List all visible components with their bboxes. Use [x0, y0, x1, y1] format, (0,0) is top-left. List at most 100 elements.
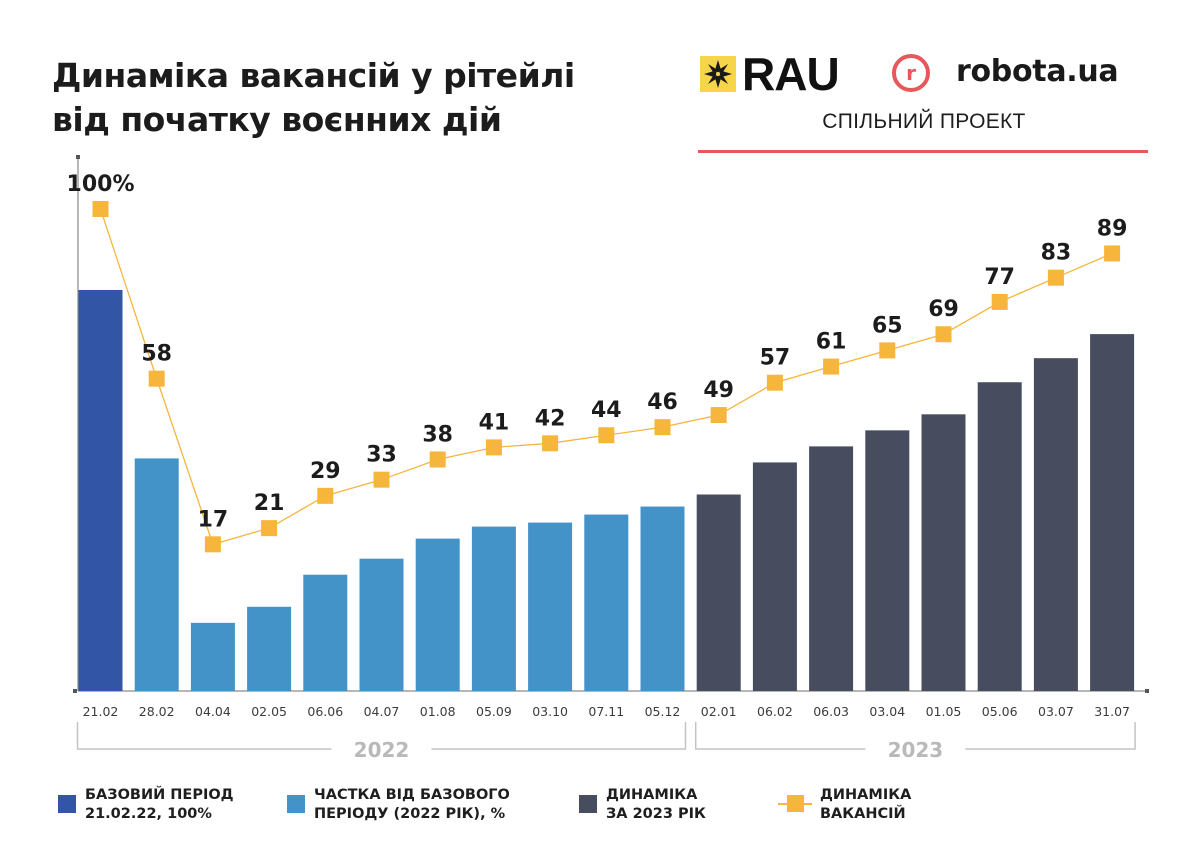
- data-label: 58: [141, 342, 172, 367]
- marker-01.05: [935, 326, 952, 343]
- x-tick-label: 03.04: [869, 704, 905, 719]
- data-label: 29: [310, 459, 341, 484]
- bar-02.01: [696, 494, 741, 691]
- data-label: 65: [872, 313, 903, 338]
- bar-01.08: [415, 538, 460, 691]
- bar-06.03: [809, 446, 854, 691]
- data-label: 42: [535, 406, 566, 431]
- marker-05.12: [654, 419, 671, 436]
- x-tick-label: 03.10: [532, 704, 568, 719]
- logos-block: RAU r robota.ua СПІЛЬНИЙ ПРОЕКТ: [698, 48, 1150, 160]
- legend-swatch: [778, 795, 812, 813]
- bar-06.06: [303, 574, 348, 691]
- x-tick-label: 05.06: [982, 704, 1018, 719]
- year-brackets: 2022 2023: [76, 722, 1136, 762]
- bar-21.02: [78, 290, 123, 691]
- x-tick-label: 28.02: [139, 704, 175, 719]
- data-label: 89: [1097, 216, 1128, 241]
- legend-swatch: [287, 795, 305, 813]
- title-line-1: Динаміка вакансій у рітейлі: [52, 56, 575, 95]
- bar-03.04: [865, 430, 910, 691]
- marker-31.07: [1104, 245, 1121, 262]
- x-tick-label: 21.02: [83, 704, 119, 719]
- legend-label: ЧАСТКА ВІД БАЗОВОГО ПЕРІОДУ (2022 РІК), …: [314, 787, 510, 822]
- x-tick-label: 06.02: [757, 704, 793, 719]
- marker-05.06: [991, 293, 1008, 310]
- chart-title: Динаміка вакансій у рітейлі від початку …: [52, 54, 575, 142]
- robota-logo-text: robota.ua: [956, 54, 1119, 89]
- data-label: 61: [816, 330, 847, 355]
- year-bracket-right: [965, 722, 1136, 750]
- x-tick-label: 05.09: [476, 704, 512, 719]
- title-line-2: від початку воєнних дій: [52, 100, 502, 139]
- marker-03.07: [1047, 269, 1064, 286]
- data-label: 83: [1041, 241, 1072, 266]
- joint-project-subtitle: СПІЛЬНИЙ ПРОЕКТ: [822, 110, 1026, 133]
- year-bracket-left: [76, 722, 332, 750]
- marker-28.02: [148, 370, 165, 387]
- x-tick-label: 07.11: [588, 704, 624, 719]
- marker-07.11: [598, 427, 615, 444]
- bar-05.09: [471, 526, 516, 691]
- bar-07.11: [584, 514, 629, 691]
- marker-04.07: [373, 471, 390, 488]
- x-tick-label: 06.06: [307, 704, 343, 719]
- x-tick-label: 02.01: [701, 704, 737, 719]
- data-label: 44: [591, 398, 622, 423]
- marker-06.02: [766, 374, 783, 391]
- data-label: 69: [928, 297, 959, 322]
- x-tick-label: 04.07: [364, 704, 400, 719]
- bar-05.06: [977, 382, 1022, 691]
- x-tick-label: 03.07: [1038, 704, 1074, 719]
- data-label: 17: [198, 507, 229, 532]
- bar-31.07: [1090, 334, 1135, 691]
- bar-02.05: [247, 606, 292, 691]
- x-tick-label: 01.08: [420, 704, 456, 719]
- y-axis-end-marker: [76, 155, 80, 159]
- legend-swatch: [58, 795, 76, 813]
- year-bracket-left: [694, 722, 866, 750]
- x-tick-label: 06.03: [813, 704, 849, 719]
- marker-05.09: [485, 439, 502, 456]
- origin-marker: [73, 689, 77, 693]
- legend-label: БАЗОВИЙ ПЕРІОД 21.02.22, 100%: [85, 787, 234, 822]
- marker-21.02: [92, 201, 109, 217]
- year-bracket-right: [431, 722, 687, 750]
- bar-28.02: [134, 458, 179, 691]
- x-axis-end-marker: [1145, 689, 1149, 693]
- bar-01.05: [921, 414, 966, 691]
- marker-04.04: [204, 536, 221, 553]
- data-label: 21: [254, 491, 285, 516]
- legend-swatch: [579, 795, 597, 813]
- data-label: 38: [422, 422, 453, 447]
- x-tick-label: 02.05: [251, 704, 287, 719]
- robota-r-icon: r: [891, 53, 930, 92]
- legend-item-dyn2023: ДИНАМІКА ЗА 2023 РІК: [579, 786, 706, 826]
- marker-03.04: [879, 342, 896, 359]
- svg-text:r: r: [906, 61, 916, 85]
- marker-06.06: [317, 487, 334, 504]
- header-divider: [698, 150, 1148, 153]
- data-label: 49: [703, 378, 734, 403]
- legend-item-base: БАЗОВИЙ ПЕРІОД 21.02.22, 100%: [58, 786, 234, 826]
- bar-03.10: [528, 522, 573, 691]
- legend-label: ДИНАМІКА ВАКАНСІЙ: [820, 787, 912, 822]
- data-label: 33: [366, 443, 397, 468]
- x-tick-label: 04.04: [195, 704, 231, 719]
- legend-item-line: ДИНАМІКА ВАКАНСІЙ: [778, 786, 911, 826]
- bar-06.02: [752, 462, 797, 691]
- data-label: 100%: [67, 172, 135, 197]
- data-label: 46: [647, 390, 678, 415]
- legend-item-share2022: ЧАСТКА ВІД БАЗОВОГО ПЕРІОДУ (2022 РІК), …: [287, 786, 510, 826]
- year-label: 2023: [888, 738, 944, 762]
- rau-logo-text: RAU: [742, 48, 840, 100]
- x-tick-labels: 21.02 28.02 04.04 02.05 06.06 04.07 01.08 05.09…: [83, 704, 1130, 719]
- marker-01.08: [429, 451, 446, 468]
- bar-03.07: [1033, 358, 1078, 691]
- x-tick-label: 05.12: [645, 704, 681, 719]
- rau-star-icon: [700, 56, 736, 92]
- marker-02.01: [710, 407, 727, 424]
- bars: [78, 290, 1135, 691]
- data-label: 77: [984, 265, 1015, 290]
